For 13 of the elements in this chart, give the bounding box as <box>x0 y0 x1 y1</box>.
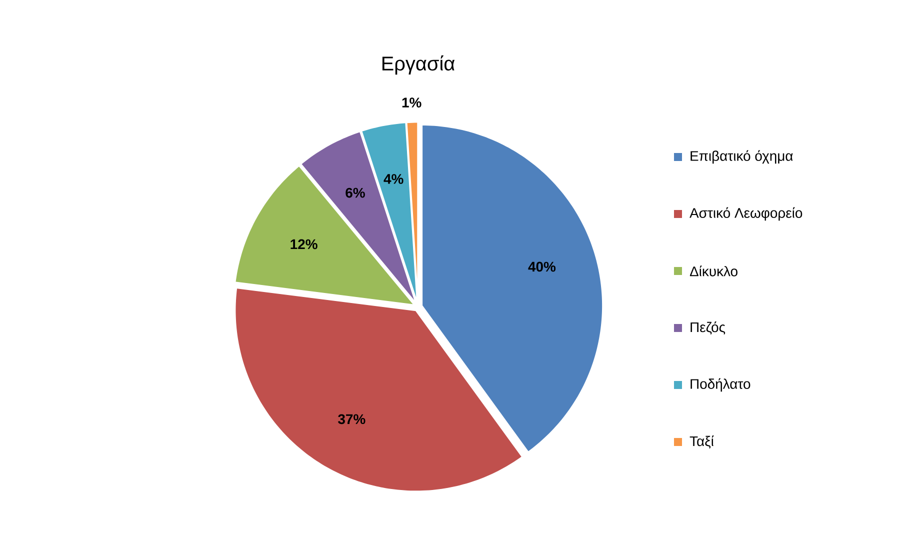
legend-label: Ταξί <box>690 436 714 448</box>
data-label: 4% <box>384 174 404 184</box>
legend-label: Ποδήλατο <box>690 378 750 392</box>
data-label: 12% <box>290 239 318 250</box>
data-label: 6% <box>346 188 365 198</box>
data-label: 1% <box>402 98 422 108</box>
legend-label: Αστικό Λεωφορείο <box>690 207 802 221</box>
data-label: 40% <box>528 262 556 272</box>
chart-title: Εργασία <box>382 55 455 75</box>
legend-label: Επιβατικό όχημα <box>690 150 793 164</box>
legend-label: Πεζός <box>690 322 726 334</box>
legend-label: Δίκυκλο <box>690 266 738 276</box>
data-label: 37% <box>338 414 366 424</box>
